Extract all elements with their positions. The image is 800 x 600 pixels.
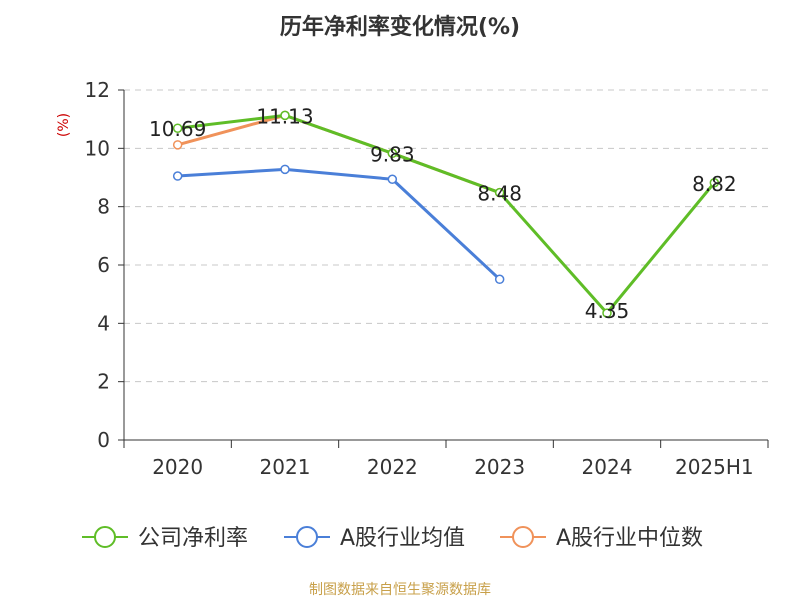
data-label: 8.48 — [477, 182, 522, 206]
legend-label: 公司净利率 — [138, 526, 248, 551]
data-point[interactable] — [172, 123, 183, 133]
data-point[interactable] — [709, 178, 720, 188]
data-point[interactable] — [387, 148, 398, 159]
y-tick-label: 6 — [97, 253, 110, 277]
legend-item[interactable]: A股行业均值 — [284, 526, 465, 551]
y-tick-label: 10 — [85, 136, 110, 160]
legend-marker-icon — [296, 526, 318, 548]
source-note: 制图数据来自恒生聚源数据库 — [309, 582, 491, 598]
data-label: 11.13 — [256, 104, 313, 128]
legend-item[interactable]: 公司净利率 — [82, 526, 248, 551]
y-tick-label: 12 — [85, 78, 110, 102]
series-2 — [172, 164, 505, 285]
legend-label: A股行业均值 — [340, 526, 465, 551]
x-tick-label: 2021 — [260, 455, 311, 479]
data-point[interactable] — [494, 187, 505, 198]
y-axis-label: (%) — [56, 113, 72, 137]
legend: 公司净利率 A股行业均值 A股行业中位数 — [82, 526, 703, 551]
series-line — [176, 113, 502, 195]
data-point[interactable] — [494, 274, 505, 285]
x-tick-label: 2022 — [367, 455, 418, 479]
y-tick-label: 0 — [97, 428, 110, 452]
legend-label: A股行业中位数 — [556, 526, 703, 551]
x-tick-label: 2024 — [582, 455, 633, 479]
series-line — [176, 167, 502, 281]
data-label: 10.69 — [149, 117, 206, 141]
data-point[interactable] — [280, 164, 290, 175]
data-label: 8.82 — [692, 172, 737, 196]
y-tick-label: 4 — [97, 311, 110, 335]
x-tick-label: 2020 — [152, 455, 203, 479]
data-point[interactable] — [280, 110, 290, 121]
legend-marker-icon — [512, 526, 534, 548]
data-point[interactable] — [602, 308, 612, 318]
series-1 — [172, 110, 720, 318]
data-point[interactable] — [387, 174, 398, 184]
grid — [124, 89, 768, 383]
data-label: 4.35 — [585, 299, 630, 323]
data-point[interactable] — [172, 171, 183, 181]
x-tick-label: 2023 — [474, 455, 525, 479]
x-tick-label: 2025H1 — [675, 455, 754, 479]
chart-title: 历年净利率变化情况(%) — [280, 14, 520, 40]
data-label: 9.83 — [370, 142, 415, 166]
axes: 0 2 4 6 8 10 12 2020 2021 2022 2023 2024 2025H1 — [85, 78, 769, 479]
series-line — [176, 113, 716, 315]
data-point[interactable] — [172, 140, 183, 150]
series-layer — [172, 110, 720, 318]
y-tick-label: 2 — [97, 370, 110, 394]
y-tick-label: 8 — [97, 195, 110, 219]
legend-marker-icon — [94, 526, 116, 548]
legend-item[interactable]: A股行业中位数 — [500, 526, 703, 551]
data-labels: 10.69 11.13 9.83 8.48 4.35 8.82 — [149, 104, 737, 323]
